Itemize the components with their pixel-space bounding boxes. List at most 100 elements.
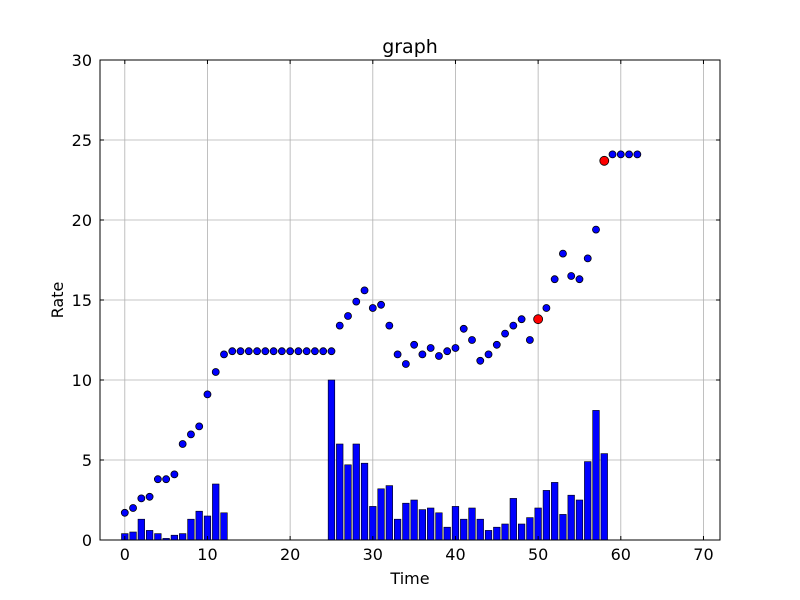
bar xyxy=(352,443,360,541)
bar xyxy=(509,498,517,541)
data-point xyxy=(335,321,344,330)
bar xyxy=(179,533,187,541)
bar xyxy=(468,507,476,541)
y-tick-label: 10 xyxy=(72,371,92,390)
data-point xyxy=(352,297,361,306)
data-point xyxy=(501,329,509,338)
x-tick-label: 20 xyxy=(280,545,300,564)
data-point xyxy=(211,368,220,376)
data-point xyxy=(426,344,435,352)
bar xyxy=(402,502,410,541)
data-point xyxy=(509,321,518,330)
bar xyxy=(559,514,567,541)
bar xyxy=(551,482,559,541)
data-point xyxy=(484,350,493,359)
data-point xyxy=(542,304,551,312)
x-tick-label: 30 xyxy=(363,545,383,564)
bar xyxy=(369,506,377,541)
data-point xyxy=(393,350,402,359)
x-axis-label: Time xyxy=(389,569,429,588)
grid xyxy=(100,60,720,540)
bar xyxy=(534,507,542,541)
bar xyxy=(154,533,162,541)
bar xyxy=(220,512,228,541)
bar xyxy=(600,453,608,541)
data-point xyxy=(625,150,633,159)
data-point xyxy=(277,347,286,356)
chart-title: graph xyxy=(382,36,438,58)
data-point xyxy=(286,347,295,356)
data-point xyxy=(302,347,311,356)
bar xyxy=(526,517,534,541)
bar xyxy=(435,512,443,541)
data-point xyxy=(401,360,410,368)
bar xyxy=(410,499,418,541)
y-tick-label: 25 xyxy=(72,131,92,150)
bars xyxy=(121,379,608,541)
data-point xyxy=(327,347,336,356)
data-point xyxy=(616,150,625,159)
x-tick-label: 50 xyxy=(528,545,548,564)
bar xyxy=(517,523,526,541)
bar xyxy=(344,464,352,541)
data-point xyxy=(344,312,352,320)
bar xyxy=(427,507,435,541)
data-point xyxy=(368,304,377,312)
points xyxy=(120,150,642,517)
data-point xyxy=(187,430,195,439)
bar xyxy=(360,462,369,541)
data-point xyxy=(633,150,642,159)
highlighted-point xyxy=(533,314,544,325)
bar xyxy=(567,494,575,541)
data-point xyxy=(236,347,245,356)
x-tick-label: 0 xyxy=(120,545,130,564)
data-point xyxy=(385,321,394,330)
bar xyxy=(584,461,592,541)
data-point xyxy=(476,356,485,365)
bar xyxy=(145,530,154,541)
x-tick-label: 70 xyxy=(693,545,713,564)
data-point xyxy=(269,347,278,356)
bar xyxy=(129,531,137,541)
bar xyxy=(195,510,203,541)
bar xyxy=(336,443,344,541)
x-tick-label: 60 xyxy=(611,545,631,564)
data-point xyxy=(120,508,129,517)
bar xyxy=(170,534,179,541)
y-tick-label: 30 xyxy=(72,51,92,70)
y-tick-label: 15 xyxy=(72,291,92,310)
data-point xyxy=(153,475,162,484)
data-point xyxy=(170,470,179,479)
data-point xyxy=(575,275,584,284)
data-point xyxy=(137,494,146,503)
bar xyxy=(476,518,484,541)
bar xyxy=(385,485,393,541)
data-point xyxy=(244,347,253,356)
data-point xyxy=(228,347,237,356)
data-point xyxy=(203,390,212,399)
bar xyxy=(592,410,600,541)
bar xyxy=(451,506,460,541)
bar xyxy=(187,518,195,541)
data-point xyxy=(567,272,576,280)
data-point xyxy=(451,344,460,352)
data-point xyxy=(195,422,204,431)
bar xyxy=(493,526,501,541)
bar xyxy=(501,523,509,541)
x-tick-label: 10 xyxy=(197,545,217,564)
data-point xyxy=(162,475,171,484)
bar xyxy=(212,483,220,541)
bar xyxy=(542,490,551,541)
bar xyxy=(418,509,427,541)
data-point xyxy=(459,324,468,333)
ticks: 0 10 20 30 40 50 60 70 0 5 10 15 20 25 30 xyxy=(72,51,720,564)
y-tick-label: 5 xyxy=(82,451,92,470)
data-point xyxy=(418,350,427,359)
bar xyxy=(327,379,336,541)
y-tick-label: 20 xyxy=(72,211,92,230)
data-point xyxy=(592,225,600,234)
bar xyxy=(484,530,493,541)
data-point xyxy=(583,254,592,263)
data-point xyxy=(468,336,476,344)
